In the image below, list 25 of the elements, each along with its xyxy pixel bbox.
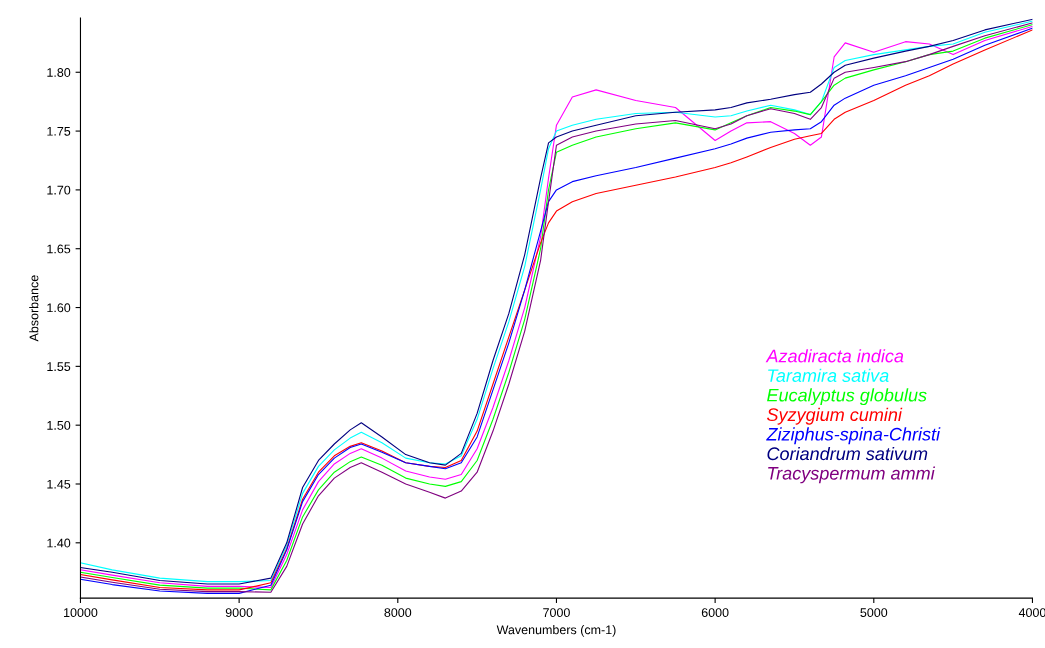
text: Azadiracta indica [765, 349, 904, 363]
y-tick-label: 1.70 [47, 185, 71, 195]
x-tick-label: 9000 [225, 608, 253, 618]
y-tick-label: 1.75 [47, 127, 71, 136]
x-tick-label: 7000 [543, 608, 570, 618]
x-tick-label: 10000 [64, 608, 98, 618]
y-tick-label: 1.80 [47, 68, 71, 77]
x-axis-title: Wavenumbers (cm-1) [496, 625, 616, 637]
text: Tracyspermum ammi [768, 466, 936, 484]
y-tick-label: 1.60 [47, 303, 71, 313]
y-tick-label: 1.40 [47, 538, 71, 548]
y-tick-label: 1.65 [47, 244, 71, 254]
x-tick-label: 8000 [384, 608, 412, 618]
y-tick-label: 1.50 [47, 420, 71, 430]
x-tick-label: 6000 [701, 608, 729, 618]
y-tick-label: 1.45 [47, 479, 71, 489]
text: Ziziphus-spina-Christi [766, 427, 941, 445]
text: Eucalyptus globulus [767, 388, 927, 406]
x-tick-label: 5000 [860, 608, 888, 618]
text: Coriandrum sativum [767, 446, 928, 461]
text: Syzygium cumini [766, 407, 903, 425]
text: Taramira sativa [768, 368, 889, 382]
y-tick-label: 1.55 [47, 362, 71, 372]
x-tick-label: 4000 [1018, 608, 1045, 618]
y-axis-title: Absorbance [29, 275, 39, 342]
